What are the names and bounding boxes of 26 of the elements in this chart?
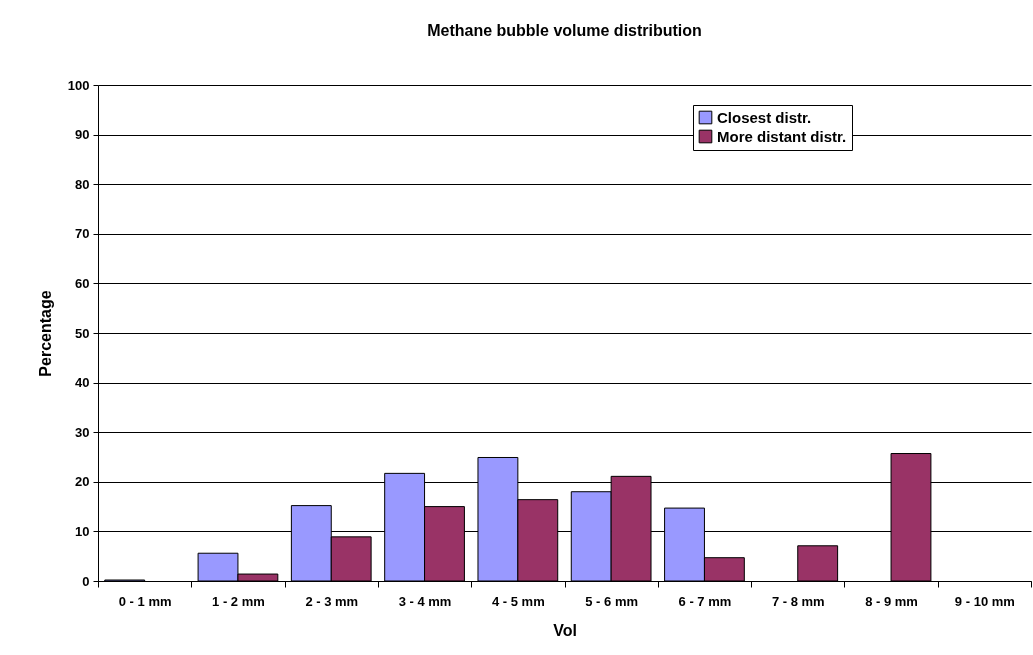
y-tick-label: 40 — [75, 375, 90, 391]
x-axis-title: Vol — [553, 621, 577, 639]
legend-label: Closest distr. — [717, 108, 812, 126]
y-tick-label: 100 — [67, 77, 90, 93]
chart-title: Methane bubble volume distribution — [427, 22, 702, 39]
y-tick-label: 60 — [75, 275, 90, 291]
y-tick-label: 80 — [75, 176, 90, 192]
x-tick-label: 9 - 10 mm — [954, 593, 1015, 609]
x-tick-label: 0 - 1 mm — [118, 593, 172, 609]
y-axis-title: Percentage — [36, 290, 54, 377]
y-tick-label: 20 — [75, 474, 90, 490]
y-tick-label: 90 — [75, 127, 90, 143]
x-tick-label: 5 - 6 mm — [585, 593, 639, 609]
x-tick-label: 3 - 4 mm — [398, 593, 452, 609]
x-tick-label: 8 - 9 mm — [865, 593, 918, 609]
x-tick-label: 7 - 8 mm — [771, 593, 825, 609]
x-tick-label: 4 - 5 mm — [491, 593, 545, 609]
y-tick-label: 30 — [75, 424, 90, 440]
x-tick-label: 1 - 2 mm — [212, 593, 265, 609]
y-tick-label: 0 — [82, 573, 90, 589]
y-tick-label: 70 — [75, 226, 90, 242]
y-tick-label: 10 — [75, 523, 90, 539]
x-tick-label: 2 - 3 mm — [305, 593, 359, 609]
y-tick-label: 50 — [75, 325, 90, 341]
x-tick-label: 6 - 7 mm — [678, 593, 732, 609]
legend-label: More distant distr. — [717, 127, 847, 145]
